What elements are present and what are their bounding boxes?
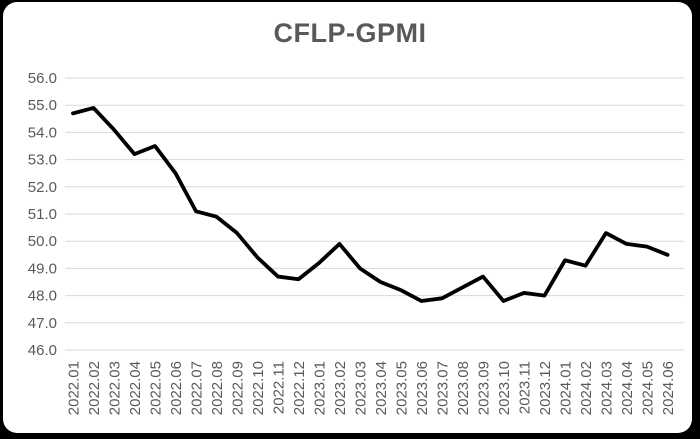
- x-tick-label: 2022.06: [168, 361, 185, 415]
- y-tick-label: 49.0: [28, 260, 57, 277]
- x-tick-label: 2024.01: [558, 361, 575, 415]
- x-tick-label: 2023.08: [455, 361, 472, 415]
- y-tick-label: 54.0: [28, 124, 57, 141]
- x-tick-label: 2023.03: [353, 361, 370, 415]
- y-tick-label: 56.0: [28, 70, 57, 87]
- x-tick-label: 2024.06: [660, 361, 677, 415]
- chart-title: CFLP-GPMI: [273, 18, 427, 48]
- chart-card: [3, 2, 692, 433]
- x-tick-label: 2023.10: [496, 361, 513, 415]
- x-tick-label: 2023.12: [537, 361, 554, 415]
- x-tick-label: 2022.05: [148, 361, 165, 415]
- y-tick-label: 46.0: [28, 342, 57, 359]
- y-tick-label: 53.0: [28, 152, 57, 169]
- x-tick-label: 2022.09: [230, 361, 247, 415]
- x-tick-label: 2022.08: [209, 361, 226, 415]
- y-tick-label: 50.0: [28, 233, 57, 250]
- y-tick-label: 52.0: [28, 179, 57, 196]
- x-tick-label: 2024.03: [599, 361, 616, 415]
- data-series-line: [71, 106, 670, 303]
- x-tick-label: 2022.02: [86, 361, 103, 415]
- x-tick-label: 2022.07: [189, 361, 206, 415]
- x-tick-label: 2023.07: [435, 361, 452, 415]
- x-tick-label: 2024.02: [578, 361, 595, 415]
- x-tick-label: 2022.10: [250, 361, 267, 415]
- x-tick-label: 2022.01: [66, 361, 83, 415]
- y-tick-label: 48.0: [28, 288, 57, 305]
- y-tick-label: 51.0: [28, 206, 57, 223]
- x-tick-label: 2023.11: [517, 361, 534, 414]
- x-tick-label: 2022.11: [271, 361, 288, 414]
- y-tick-label: 47.0: [28, 315, 57, 332]
- x-tick-label: 2023.06: [414, 361, 431, 415]
- x-tick-label: 2022.03: [107, 361, 124, 415]
- x-tick-label: 2023.01: [312, 361, 329, 415]
- x-tick-label: 2023.05: [394, 361, 411, 415]
- y-tick-label: 55.0: [28, 97, 57, 114]
- x-tick-label: 2023.02: [332, 361, 349, 415]
- x-tick-label: 2022.04: [127, 361, 144, 415]
- x-tick-label: 2023.09: [476, 361, 493, 415]
- x-tick-label: 2023.04: [373, 361, 390, 415]
- x-tick-label: 2024.05: [640, 361, 657, 415]
- x-tick-label: 2022.12: [291, 361, 308, 415]
- x-tick-label: 2024.04: [619, 361, 636, 415]
